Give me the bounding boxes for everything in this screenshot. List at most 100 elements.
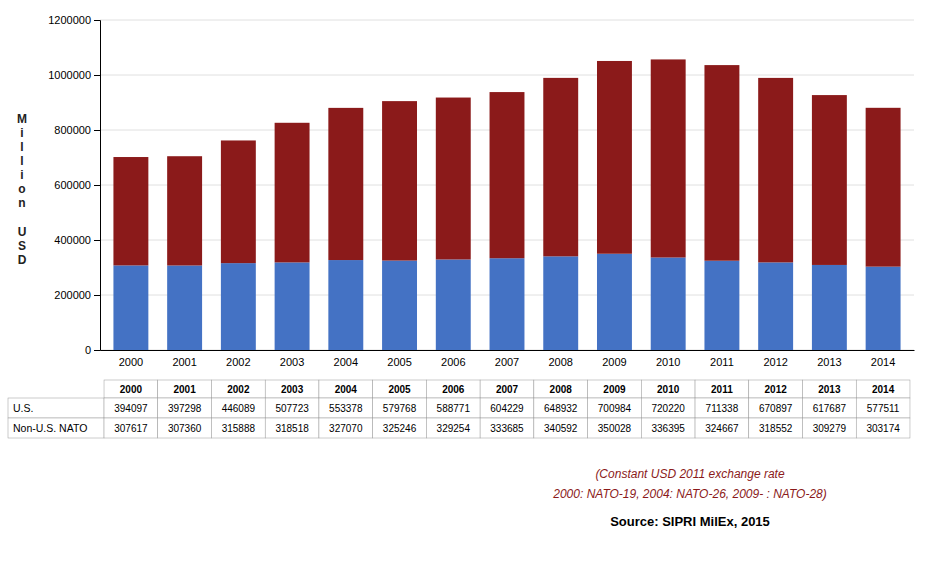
table-cell xyxy=(480,380,534,398)
x-tick-label: 2013 xyxy=(817,356,841,368)
bar xyxy=(113,265,148,350)
x-tick: 2010 xyxy=(656,356,680,368)
bar xyxy=(597,254,632,350)
table-cell xyxy=(158,418,212,438)
plot: 0200000400000600000800000100000012000002… xyxy=(48,14,914,368)
x-tick: 2013 xyxy=(817,356,841,368)
table-cell xyxy=(319,398,373,418)
x-tick: 2011 xyxy=(710,356,734,368)
x-tick: 2002 xyxy=(226,356,250,368)
table-header: 2014 xyxy=(872,384,895,395)
table-row-label: U.S. xyxy=(13,402,33,414)
table-header: 2001 xyxy=(173,384,196,395)
table-value: 604229 xyxy=(490,403,524,414)
x-tick-label: 2010 xyxy=(656,356,680,368)
table-cell xyxy=(641,418,695,438)
table-value: 324667 xyxy=(705,423,739,434)
y-tick: 600000 xyxy=(54,179,100,191)
table-value: 711338 xyxy=(706,403,739,414)
table-cell xyxy=(319,418,373,438)
table-cell xyxy=(803,398,857,418)
y-tick: 1000000 xyxy=(48,69,100,81)
bar xyxy=(436,259,471,350)
table-cell xyxy=(104,398,158,418)
y-axis-label-line: D xyxy=(18,253,27,267)
x-tick-label: 2006 xyxy=(441,356,465,368)
table-cell xyxy=(641,380,695,398)
table-cell xyxy=(534,398,588,418)
grid-line xyxy=(100,75,914,76)
bar xyxy=(866,108,901,267)
table-value: 579768 xyxy=(383,403,417,414)
data-table: 2000200120022003200420052006200720082009… xyxy=(8,380,910,438)
x-tick: 2001 xyxy=(172,356,196,368)
bar xyxy=(651,257,686,350)
table-value: 329254 xyxy=(437,423,471,434)
table-value: 446089 xyxy=(222,403,256,414)
table-cell xyxy=(211,398,265,418)
x-tick-label: 2004 xyxy=(334,356,358,368)
x-tick-label: 2000 xyxy=(119,356,143,368)
y-axis-label-line: i xyxy=(20,168,23,182)
bar xyxy=(704,65,739,261)
table-cell xyxy=(373,398,427,418)
y-axis: 020000040000060000080000010000001200000 xyxy=(48,14,100,356)
table-cell xyxy=(426,418,480,438)
x-tick-label: 2003 xyxy=(280,356,304,368)
table-cell xyxy=(426,398,480,418)
bar xyxy=(382,101,417,260)
bar xyxy=(812,265,847,350)
note: 2000: NATO-19, 2004: NATO-26, 2009- : NA… xyxy=(552,487,826,501)
table-value: 318552 xyxy=(759,423,793,434)
table-header: 2005 xyxy=(388,384,411,395)
table-cell xyxy=(158,380,212,398)
x-tick: 2012 xyxy=(763,356,787,368)
table-cell xyxy=(265,380,319,398)
table-value: 325246 xyxy=(383,423,417,434)
table-cell xyxy=(8,398,104,418)
x-tick: 2007 xyxy=(495,356,519,368)
bar xyxy=(490,92,525,258)
bar xyxy=(704,261,739,350)
table-value: 318518 xyxy=(275,423,309,434)
table-cell xyxy=(480,398,534,418)
table-header: 2006 xyxy=(442,384,465,395)
table-cell xyxy=(158,398,212,418)
x-tick-label: 2005 xyxy=(387,356,411,368)
table-header: 2007 xyxy=(496,384,519,395)
table-value: 507723 xyxy=(275,403,309,414)
y-tick-label: 600000 xyxy=(54,179,91,191)
bar xyxy=(812,95,847,265)
y-tick-mark xyxy=(94,240,100,241)
table-cell xyxy=(641,398,695,418)
table-cell xyxy=(534,380,588,398)
y-tick: 0 xyxy=(85,344,100,356)
table-header: 2011 xyxy=(711,384,733,395)
y-axis-line xyxy=(94,21,101,351)
table-cell xyxy=(104,418,158,438)
bar-series xyxy=(113,254,900,350)
note: (Constant USD 2011 exchange rate xyxy=(595,467,785,481)
table-cell xyxy=(588,380,642,398)
table-value: 553378 xyxy=(329,403,363,414)
bar xyxy=(758,262,793,350)
x-tick-label: 2002 xyxy=(226,356,250,368)
y-axis-label-line: i xyxy=(20,126,23,140)
table-header: 2000 xyxy=(120,384,143,395)
x-axis: 2000200120022003200420052006200720082009… xyxy=(101,351,915,368)
table-cell xyxy=(695,418,749,438)
y-axis-label-line: U xyxy=(18,225,27,239)
table-cell xyxy=(695,380,749,398)
table-header: 2003 xyxy=(281,384,304,395)
table-header: 2002 xyxy=(227,384,250,395)
table-value: 336395 xyxy=(652,423,686,434)
y-axis-label-line: n xyxy=(18,196,25,210)
table-header: 2008 xyxy=(550,384,573,395)
bar xyxy=(328,108,363,260)
table-value: 700984 xyxy=(598,403,632,414)
table-cell xyxy=(856,418,910,438)
y-tick-label: 1200000 xyxy=(48,14,91,26)
bar xyxy=(328,260,363,350)
x-tick: 2014 xyxy=(871,356,895,368)
y-tick-mark xyxy=(94,130,100,131)
